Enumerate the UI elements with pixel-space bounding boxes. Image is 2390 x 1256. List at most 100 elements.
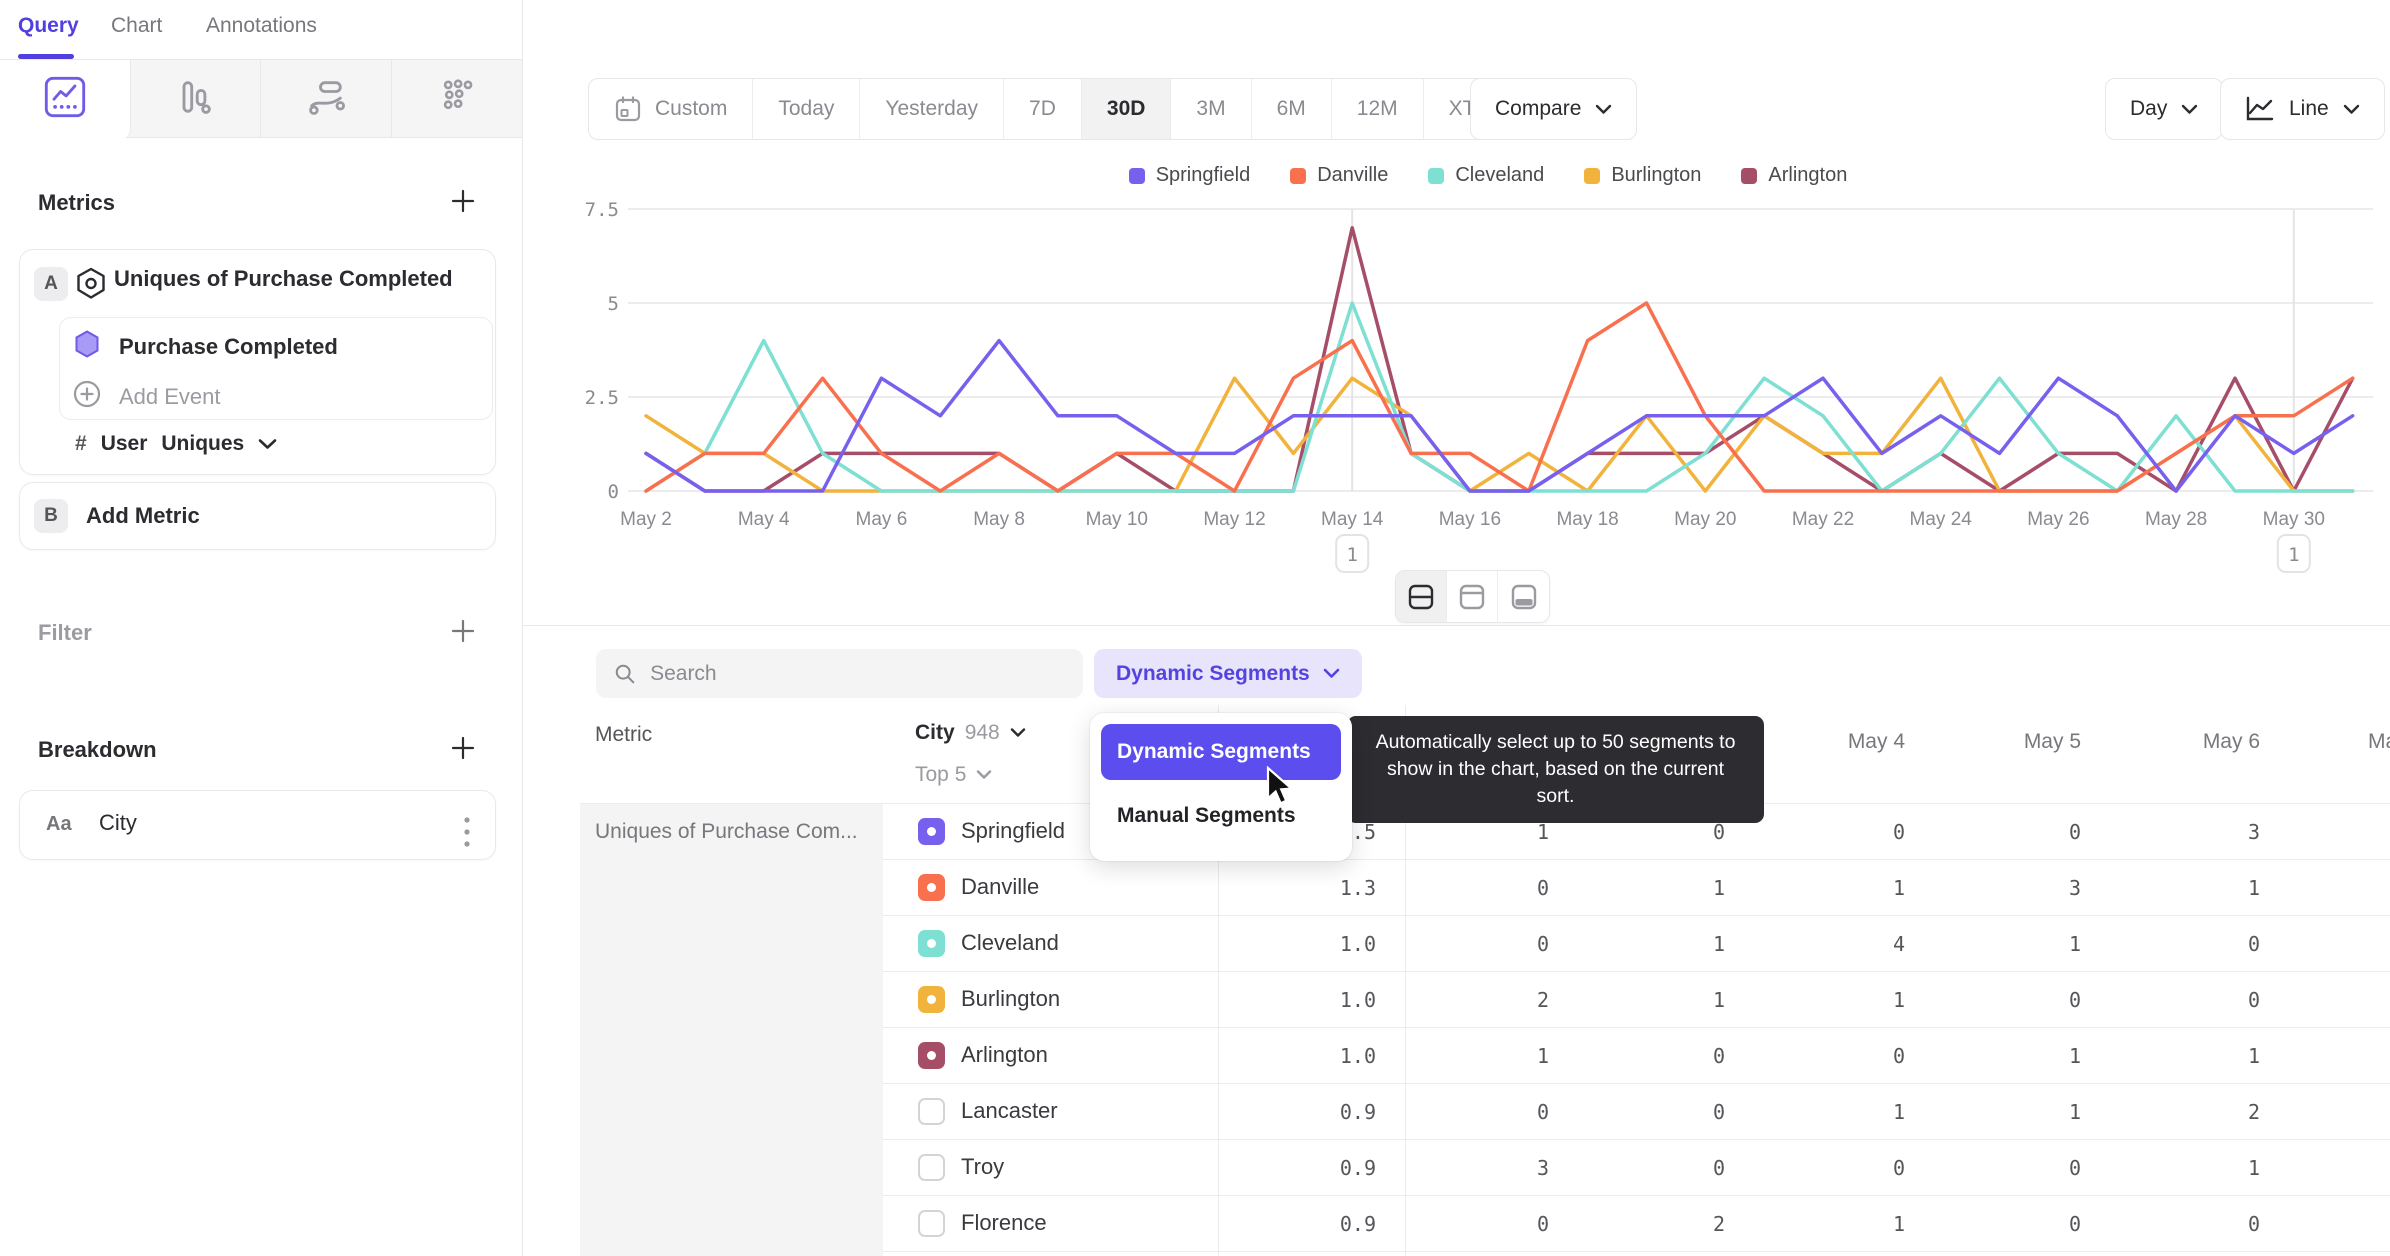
segment-value: 1 <box>2068 932 2081 956</box>
legend-item-danville[interactable]: Danville <box>1290 164 1388 187</box>
segment-average: 1.0 <box>1339 1044 1376 1068</box>
mouse-cursor <box>1263 765 1299 813</box>
range-6m[interactable]: 6M <box>1252 79 1332 139</box>
segment-mode-dropdown: Dynamic Segments Manual Segments <box>1090 713 1352 861</box>
segment-checkbox[interactable] <box>918 874 945 901</box>
legend-item-cleveland[interactable]: Cleveland <box>1428 164 1544 187</box>
kebab-menu-icon[interactable] <box>463 815 471 854</box>
tab-chart[interactable]: Chart <box>111 14 163 37</box>
segment-checkbox[interactable] <box>918 1098 945 1125</box>
segment-average: 0.9 <box>1339 1156 1376 1180</box>
chart-type-scatter[interactable] <box>392 60 523 138</box>
segment-name[interactable]: Lancaster <box>961 1098 1058 1123</box>
granularity-label: Day <box>2130 97 2168 120</box>
segment-value: 2 <box>1712 1212 1725 1236</box>
segment-name[interactable]: Springfield <box>961 818 1065 843</box>
svg-text:May 24: May 24 <box>1910 509 1973 530</box>
segment-name[interactable]: Troy <box>961 1154 1005 1179</box>
segment-value: 0 <box>1712 1100 1725 1124</box>
calendar-icon <box>615 96 641 122</box>
chart-type-bar[interactable] <box>131 60 261 138</box>
segment-average: 0.9 <box>1339 1212 1376 1236</box>
svg-text:May 10: May 10 <box>1086 509 1148 530</box>
segment-value: 1 <box>2068 1044 2081 1068</box>
segment-value: 1 <box>1712 876 1725 900</box>
legend-label: Danville <box>1317 164 1389 186</box>
range-7d[interactable]: 7D <box>1004 79 1082 139</box>
segment-name[interactable]: Arlington <box>961 1042 1048 1067</box>
chart-type-stream[interactable] <box>261 60 392 138</box>
range-3m[interactable]: 3M <box>1171 79 1252 139</box>
add-event-row[interactable]: Add Event <box>72 379 221 414</box>
legend-item-arlington[interactable]: Arlington <box>1741 164 1847 187</box>
date-column-header[interactable]: May 4 <box>1847 730 1905 753</box>
chevron-down-icon <box>1596 104 1612 114</box>
segment-value: 0 <box>2068 988 2081 1012</box>
granularity-button[interactable]: Day <box>2105 78 2224 140</box>
breakdown-card-city[interactable]: Aa City <box>19 790 496 860</box>
chevron-down-icon <box>977 770 992 779</box>
metric-card-b[interactable]: B Add Metric <box>19 482 496 550</box>
svg-text:May 4: May 4 <box>738 509 790 530</box>
split-rows-icon <box>1408 584 1434 609</box>
range-custom[interactable]: Custom <box>589 79 754 139</box>
segment-checkbox[interactable] <box>918 1042 945 1069</box>
table-row-florence: Florence 0.9 0 2 1 0 0 <box>883 1196 2390 1252</box>
tab-annotations[interactable]: Annotations <box>206 14 317 37</box>
segment-checkbox[interactable] <box>918 986 945 1013</box>
measure-selector[interactable]: # User Uniques <box>75 432 277 456</box>
add-breakdown-plus-button[interactable] <box>448 733 478 763</box>
group-count: 948 <box>964 721 1000 744</box>
event-row[interactable]: Purchase Completed <box>72 329 338 364</box>
range-today[interactable]: Today <box>753 79 861 139</box>
legend-item-burlington[interactable]: Burlington <box>1584 164 1701 187</box>
segment-average: 1.3 <box>1339 876 1376 900</box>
svg-text:May 18: May 18 <box>1556 509 1618 530</box>
layout-split-horizontal-button[interactable] <box>1396 571 1447 622</box>
segment-value: 1 <box>1712 988 1725 1012</box>
segment-search[interactable] <box>596 649 1083 698</box>
segment-name[interactable]: Cleveland <box>961 930 1059 955</box>
chart-type-line[interactable] <box>0 60 131 139</box>
chevron-down-icon <box>258 439 277 449</box>
tab-query[interactable]: Query <box>18 14 79 37</box>
segment-name[interactable]: Florence <box>961 1210 1047 1235</box>
measure-entity: User <box>100 432 148 455</box>
legend-item-springfield[interactable]: Springfield <box>1128 164 1250 187</box>
line-chart[interactable]: 0 2.5 5 7.5 May 2 May 4 May 6 May 8 May 10 May 12… <box>583 195 2390 580</box>
legend-swatch <box>1741 167 1758 184</box>
filter-heading: Filter <box>38 620 92 645</box>
segment-checkbox[interactable] <box>918 1154 945 1181</box>
search-input[interactable] <box>650 661 1065 686</box>
group-column-header[interactable]: City 948 <box>915 721 1026 745</box>
add-filter-plus-button[interactable] <box>448 616 478 646</box>
chevron-down-icon <box>1010 728 1025 737</box>
segment-checkbox[interactable] <box>918 1210 945 1237</box>
segments-tooltip: Automatically select up to 50 segments t… <box>1338 716 1764 823</box>
dropdown-option-manual-segments[interactable]: Manual Segments <box>1117 804 1296 827</box>
segment-name[interactable]: Danville <box>961 874 1040 899</box>
range-yesterday[interactable]: Yesterday <box>860 79 1005 139</box>
add-metric-plus-button[interactable] <box>448 186 478 216</box>
segment-checkbox[interactable] <box>918 818 945 845</box>
segment-value: 1 <box>1892 876 1905 900</box>
chart-style-button[interactable]: Line <box>2220 78 2385 140</box>
layout-top-panel-button[interactable] <box>1447 571 1498 622</box>
layout-bottom-panel-button[interactable] <box>1498 571 1549 622</box>
range-30d[interactable]: 30D <box>1081 79 1172 139</box>
range-12m[interactable]: 12M <box>1332 79 1424 139</box>
metric-row-label: Uniques of Purchase Com... <box>595 820 858 843</box>
segment-name[interactable]: Burlington <box>961 986 1061 1011</box>
dropdown-option-dynamic-segments[interactable]: Dynamic Segments <box>1101 724 1341 780</box>
date-column-header[interactable]: May 6 <box>2202 730 2260 753</box>
layout-toggle-group <box>1395 570 1550 623</box>
date-column-header[interactable]: May 5 <box>2023 730 2081 753</box>
top-n-selector[interactable]: Top 5 <box>915 763 992 787</box>
range-label: Today <box>778 97 835 120</box>
segment-checkbox[interactable] <box>918 930 945 957</box>
compare-button[interactable]: Compare <box>1470 78 1638 140</box>
segment-mode-button[interactable]: Dynamic Segments <box>1094 649 1362 698</box>
metric-card-a[interactable]: A Uniques of Purchase Completed Purchase… <box>19 249 496 475</box>
search-icon <box>615 664 635 683</box>
